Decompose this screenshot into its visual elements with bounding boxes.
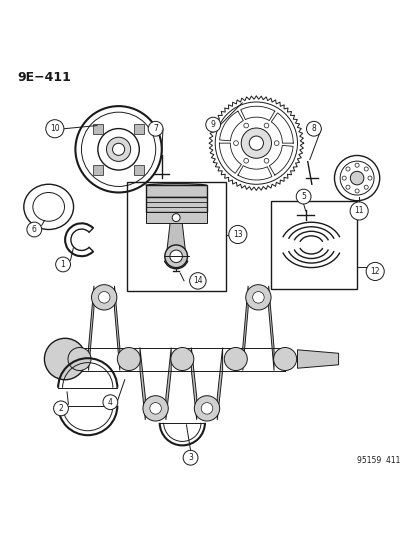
Circle shape <box>46 120 64 138</box>
Bar <box>270 201 356 289</box>
Text: 12: 12 <box>370 267 379 276</box>
Polygon shape <box>140 348 145 420</box>
Circle shape <box>228 225 246 244</box>
Circle shape <box>367 176 371 180</box>
Circle shape <box>54 401 68 416</box>
Circle shape <box>245 285 271 310</box>
Circle shape <box>164 245 187 268</box>
Text: 95159  411: 95159 411 <box>356 456 399 465</box>
Text: 14: 14 <box>192 277 202 285</box>
Text: 1: 1 <box>61 260 65 269</box>
Circle shape <box>171 348 193 370</box>
Circle shape <box>349 202 367 220</box>
Circle shape <box>112 143 124 155</box>
Circle shape <box>345 185 349 189</box>
Circle shape <box>243 123 248 128</box>
Circle shape <box>27 222 42 237</box>
Polygon shape <box>166 348 171 420</box>
Circle shape <box>98 292 110 303</box>
Text: 7: 7 <box>153 124 158 133</box>
Circle shape <box>349 171 363 185</box>
Polygon shape <box>297 350 338 368</box>
Bar <box>93 165 103 175</box>
Circle shape <box>233 141 238 146</box>
Bar <box>93 124 103 134</box>
Text: 4: 4 <box>108 398 112 407</box>
Bar <box>145 197 206 212</box>
Circle shape <box>189 273 206 289</box>
Circle shape <box>241 128 271 158</box>
Polygon shape <box>114 286 119 370</box>
Circle shape <box>194 395 219 421</box>
Text: 6: 6 <box>32 225 37 234</box>
Circle shape <box>243 158 248 163</box>
Text: 3: 3 <box>188 453 192 462</box>
Text: 9E−411: 9E−411 <box>18 71 71 84</box>
Circle shape <box>273 348 296 370</box>
Text: 11: 11 <box>354 206 363 215</box>
Circle shape <box>354 163 358 167</box>
Polygon shape <box>217 348 222 420</box>
Polygon shape <box>242 286 247 370</box>
Circle shape <box>354 189 358 193</box>
Circle shape <box>201 402 212 414</box>
Text: 2: 2 <box>59 404 63 413</box>
Circle shape <box>341 176 345 180</box>
Text: 5: 5 <box>301 192 305 201</box>
Bar <box>134 124 144 134</box>
Circle shape <box>345 167 349 171</box>
Circle shape <box>68 348 91 370</box>
Circle shape <box>363 167 367 171</box>
Circle shape <box>263 123 268 128</box>
Circle shape <box>252 292 263 303</box>
Text: 10: 10 <box>50 124 59 133</box>
Circle shape <box>106 137 131 161</box>
Polygon shape <box>268 286 273 370</box>
Circle shape <box>172 214 180 222</box>
Bar <box>134 165 144 175</box>
Circle shape <box>169 250 182 263</box>
Circle shape <box>363 185 367 189</box>
Circle shape <box>103 395 117 409</box>
Circle shape <box>91 285 116 310</box>
Circle shape <box>183 450 197 465</box>
Circle shape <box>205 117 220 132</box>
Circle shape <box>249 136 263 150</box>
Text: 8: 8 <box>311 124 316 133</box>
Circle shape <box>296 189 310 204</box>
Circle shape <box>55 257 70 272</box>
Text: 13: 13 <box>233 230 242 239</box>
Circle shape <box>142 395 168 421</box>
Polygon shape <box>166 222 185 256</box>
Circle shape <box>306 122 320 136</box>
Bar <box>145 185 206 197</box>
Polygon shape <box>88 286 94 370</box>
Text: 9: 9 <box>210 120 215 129</box>
Circle shape <box>224 348 247 370</box>
Circle shape <box>150 402 161 414</box>
Circle shape <box>263 158 268 163</box>
Bar <box>145 212 206 223</box>
Circle shape <box>44 338 85 379</box>
Polygon shape <box>191 348 196 420</box>
Circle shape <box>274 141 278 146</box>
Circle shape <box>365 262 383 280</box>
Bar <box>126 182 225 291</box>
Circle shape <box>148 122 163 136</box>
Circle shape <box>117 348 140 370</box>
